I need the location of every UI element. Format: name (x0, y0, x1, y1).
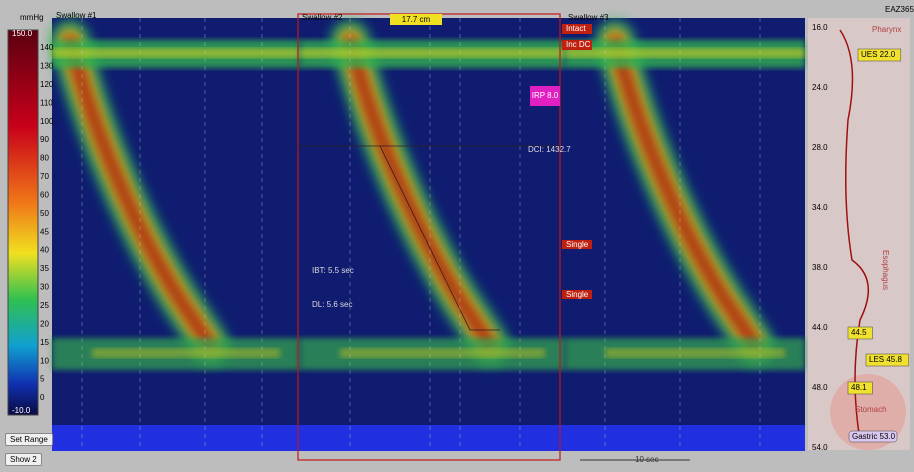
pattern-badge (562, 290, 592, 299)
depth-tick-label: 16.0 (812, 23, 828, 32)
heat-map (50, 18, 805, 425)
gastric-strip (52, 425, 805, 451)
marker-badge (847, 326, 873, 340)
swallow-label: Swallow #1 (56, 11, 97, 20)
marker-badge (865, 353, 910, 367)
device-code: EAZ365 (885, 5, 914, 14)
pattern-badge (562, 240, 592, 249)
color-tick-label: 100 (40, 117, 54, 126)
color-tick-label: 60 (40, 190, 49, 199)
event-label: Intact (566, 24, 586, 33)
depth-tick-label: 38.0 (812, 263, 828, 272)
pattern-label: Single (566, 290, 589, 299)
region-label: Pharynx (872, 25, 901, 34)
color-tick-label: 40 (40, 246, 49, 255)
marker-label: 48.1 (851, 383, 867, 392)
color-tick-label: 35 (40, 264, 49, 273)
event-label: Inc DC (566, 40, 591, 49)
color-max: 150.0 (12, 29, 33, 38)
length-label: 17.7 cm (402, 15, 431, 24)
color-min: -10.0 (12, 406, 31, 415)
contour (298, 145, 560, 331)
marker-label: UES 22.0 (861, 50, 896, 59)
peristaltic-wave (67, 37, 213, 348)
dl-label: DL: 5.6 sec (312, 300, 352, 309)
event-badge (562, 40, 592, 50)
les-core (92, 348, 280, 358)
depth-tick-label: 54.0 (812, 443, 828, 452)
ibt-label: IBT: 5.5 sec (312, 266, 354, 275)
depth-tick-label: 28.0 (812, 143, 828, 152)
marker-badge (847, 381, 873, 395)
color-tick-label: 20 (40, 319, 49, 328)
marker-label: LES 45.8 (869, 355, 902, 364)
set-range-button[interactable]: Set Range (5, 433, 53, 446)
ues-core (52, 48, 300, 58)
irp-label: IRP 8.0 (532, 91, 559, 100)
color-tick-label: 0 (40, 393, 45, 402)
color-tick-label: 110 (40, 98, 53, 107)
irp-badge (530, 86, 560, 106)
depth-tick-label: 34.0 (812, 203, 828, 212)
color-tick-label: 130 (40, 62, 54, 71)
ues-core (565, 48, 805, 58)
depth-tick-label: 48.0 (812, 383, 828, 392)
color-tick-label: 10 (40, 356, 49, 365)
color-tick-label: 70 (40, 172, 49, 181)
color-tick-label: 5 (40, 375, 45, 384)
color-tick-label: 45 (40, 227, 49, 236)
color-tick-label: 30 (40, 283, 49, 292)
gastric-badge (848, 430, 898, 443)
length-badge (390, 14, 442, 25)
color-tick-label: 25 (40, 301, 49, 310)
marker-badge (857, 48, 902, 62)
depth-tick-label: 44.0 (812, 323, 828, 332)
event-badge (562, 24, 592, 34)
pattern-label: Single (566, 240, 589, 249)
color-bar (7, 29, 39, 416)
peristaltic-wave (612, 37, 758, 348)
scale-label: 10 sec (635, 455, 659, 464)
color-tick-label: 120 (40, 80, 54, 89)
show-button[interactable]: Show 2 (5, 453, 42, 466)
color-tick-label: 80 (40, 154, 49, 163)
pressure-profile (839, 29, 870, 441)
color-tick-label: 15 (40, 338, 49, 347)
color-tick-label: 90 (40, 135, 49, 144)
unit-label: mmHg (20, 13, 44, 22)
les-core (605, 348, 785, 358)
color-tick-label: 50 (40, 209, 49, 218)
les-core (340, 348, 545, 358)
marker-label: 44.5 (851, 328, 867, 337)
peristaltic-wave (347, 37, 493, 348)
depth-tick-label: 24.0 (812, 83, 828, 92)
ues-core (300, 48, 565, 58)
region-label: Esophagus (881, 250, 890, 290)
swallow-label: Swallow #2 (302, 13, 343, 22)
gastric-label: Gastric 53.0 (852, 432, 896, 441)
region-label: Stomach (855, 405, 887, 414)
color-tick-label: 140 (40, 43, 54, 52)
dci-label: DCI: 1432.7 (528, 145, 571, 154)
swallow-label: Swallow #3 (568, 13, 609, 22)
